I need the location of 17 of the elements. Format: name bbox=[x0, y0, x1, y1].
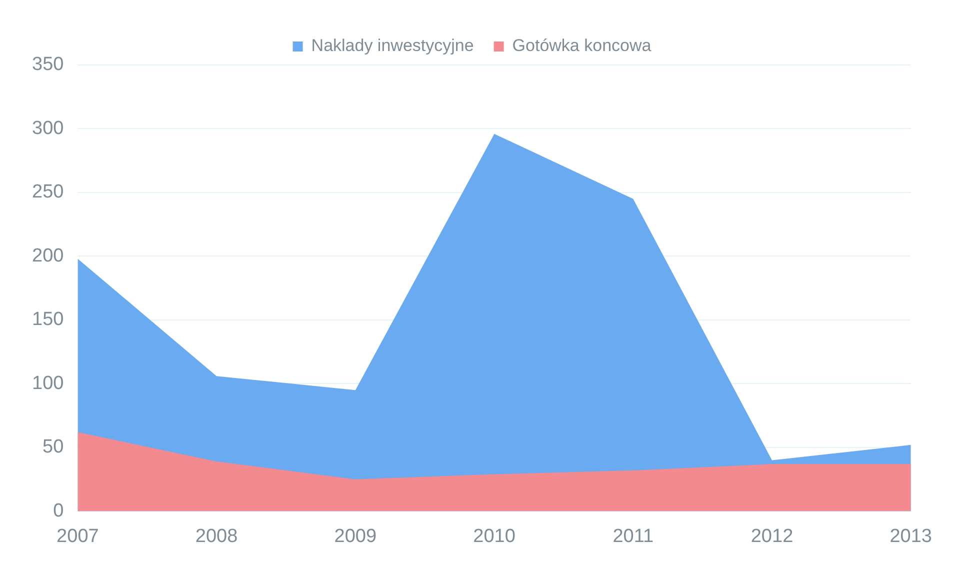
x-tick-label: 2013 bbox=[890, 526, 932, 547]
y-tick-label: 150 bbox=[32, 309, 64, 330]
y-tick-label: 250 bbox=[32, 182, 64, 203]
y-tick-label: 200 bbox=[32, 245, 64, 266]
x-tick-label: 2010 bbox=[473, 526, 516, 547]
y-tick-label: 50 bbox=[42, 436, 64, 458]
y-tick-label: 350 bbox=[32, 54, 64, 76]
x-tick-label: 2008 bbox=[195, 526, 238, 547]
y-tick-label: 300 bbox=[32, 118, 64, 139]
x-tick-label: 2009 bbox=[334, 526, 377, 547]
x-tick-label: 2012 bbox=[750, 526, 794, 547]
x-tick-label: 2007 bbox=[56, 526, 99, 547]
x-tick-label: 2011 bbox=[612, 526, 654, 547]
legend-label: Gotówka koncowa bbox=[512, 36, 652, 56]
y-tick-label: 100 bbox=[32, 372, 64, 394]
y-tick-label: 0 bbox=[53, 500, 64, 522]
legend-label: Naklady inwestycyjne bbox=[311, 36, 474, 56]
